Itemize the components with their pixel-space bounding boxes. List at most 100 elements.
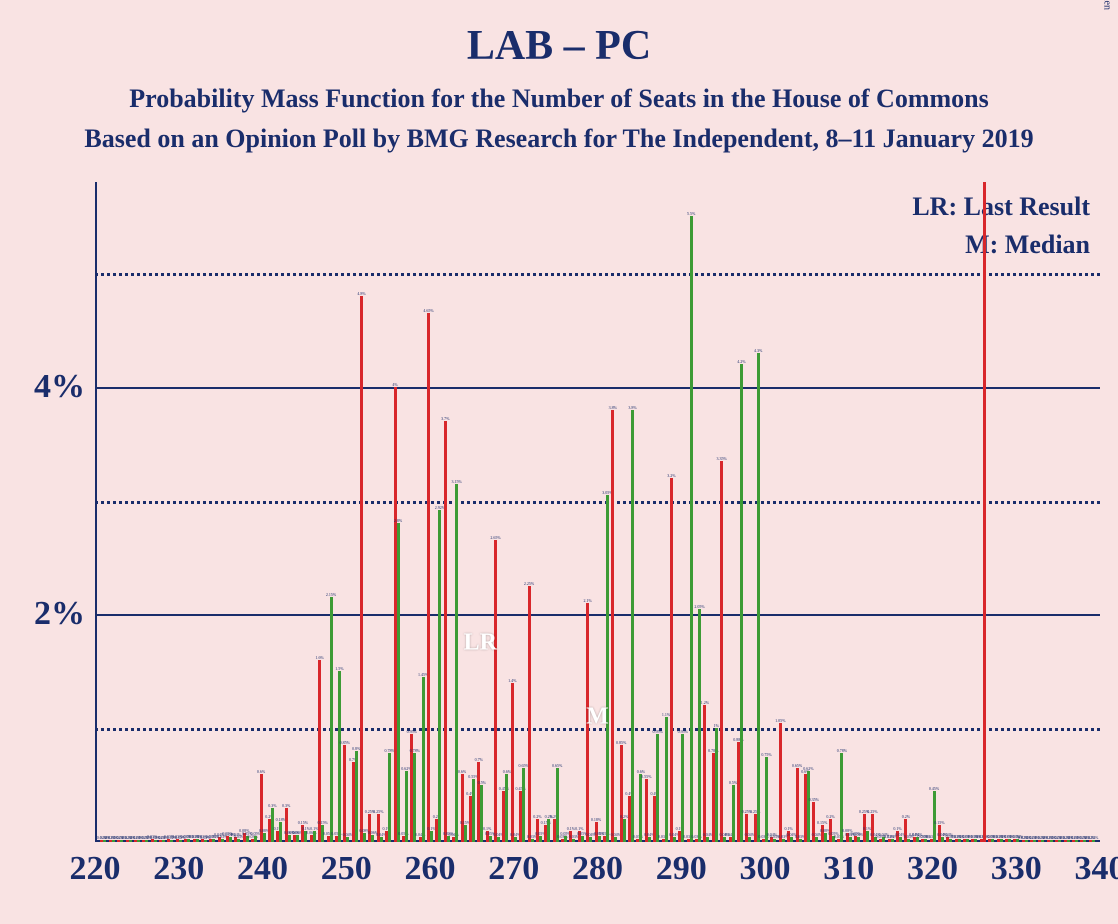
x-tick-label: 220 xyxy=(70,850,121,888)
bar-value-label: 1.5% xyxy=(335,666,343,671)
bars-container: 0.02% 0.02% 0.02% 0.02% 0.02% 0.02% 0.02% 0.02%… xyxy=(95,182,1100,842)
median-marker-line xyxy=(983,182,986,842)
bar-red: 0.65% xyxy=(796,768,799,842)
bar-green: 0.03% xyxy=(221,839,224,842)
bar-red: 4.8% xyxy=(360,296,363,842)
bar-green: 0.02% xyxy=(1067,840,1070,842)
bar-red: 3.7% xyxy=(444,421,447,842)
x-tick-label: 340 xyxy=(1075,850,1118,888)
bar-green: 0.02% xyxy=(204,840,207,842)
bar-green: 0.2% xyxy=(547,819,550,842)
bar-red: 4.65% xyxy=(427,313,430,842)
x-tick-label: 320 xyxy=(907,850,958,888)
bar-value-label: 0.25% xyxy=(867,809,877,814)
bar-green: 0.62% xyxy=(405,771,408,842)
bar-value-label: 2.1% xyxy=(583,598,591,603)
bar-value-label: 0.65% xyxy=(792,763,802,768)
bar-green: 0.05% xyxy=(489,836,492,842)
bar-value-label: 3.7% xyxy=(441,416,449,421)
bar-red: 2.25% xyxy=(528,586,531,842)
bar-green: 0.8% xyxy=(355,751,358,842)
bar-green: 0.05% xyxy=(539,836,542,842)
x-tick-label: 310 xyxy=(823,850,874,888)
bar-value-label: 2.8% xyxy=(394,518,402,523)
bar-green: 1.5% xyxy=(338,671,341,842)
bar-green: 0.02% xyxy=(1075,840,1078,842)
bar-green: 0.02% xyxy=(179,840,182,842)
bar-green: 0.02% xyxy=(145,840,148,842)
bar-value-label: 0.95% xyxy=(407,729,417,734)
bar-green: 0.04% xyxy=(723,837,726,842)
bar-value-label: 4.2% xyxy=(737,359,745,364)
bar-red: 3.2% xyxy=(670,478,673,842)
bar-value-label: 0.6% xyxy=(637,769,645,774)
bar-green: 1% xyxy=(715,728,718,842)
bar-value-label: 3.35% xyxy=(716,456,726,461)
x-tick-label: 260 xyxy=(405,850,456,888)
x-tick-label: 250 xyxy=(321,850,372,888)
bar-value-label: 0.1% xyxy=(567,826,575,831)
bar-value-label: 1.4% xyxy=(508,678,516,683)
bar-value-label: 5.5% xyxy=(687,211,695,216)
bar-green: 0.03% xyxy=(891,839,894,842)
bar-green: 0.04% xyxy=(346,837,349,842)
bar-green: 0.04% xyxy=(514,837,517,842)
x-tick-label: 280 xyxy=(572,850,623,888)
bar-green: 0.02% xyxy=(1033,840,1036,842)
bar-green: 0.05% xyxy=(598,836,601,842)
bar-value-label: 0.7% xyxy=(475,757,483,762)
bar-green: 4.2% xyxy=(740,364,743,842)
bar-green: 0.45% xyxy=(933,791,936,842)
bar-green: 0.04% xyxy=(748,837,751,842)
bar-red: 1.4% xyxy=(511,683,514,842)
bar-value-label: 3.8% xyxy=(628,405,636,410)
bar-value-label: 0.78% xyxy=(837,748,847,753)
bar-red: 2.65% xyxy=(494,540,497,842)
bar-green: 0.1% xyxy=(313,831,316,842)
bar-green: 0.04% xyxy=(790,837,793,842)
bar-green: 0.02% xyxy=(1025,840,1028,842)
bar-green: 0.06% xyxy=(288,835,291,842)
bar-value-label: 0.2% xyxy=(826,814,834,819)
bar-value-label: 2.25% xyxy=(524,581,534,586)
bar-green: 0.08% xyxy=(263,833,266,842)
bar-green: 0.02% xyxy=(137,840,140,842)
bar-green: 0.04% xyxy=(857,837,860,842)
bar-green: 0.6% xyxy=(505,774,508,842)
bar-value-label: 1.2% xyxy=(701,700,709,705)
bar-value-label: 2.65% xyxy=(490,535,500,540)
bar-green: 1.1% xyxy=(665,717,668,842)
bar-value-label: 0.95% xyxy=(678,729,688,734)
bar-value-label: 4.3% xyxy=(754,348,762,353)
bar-value-label: 0.15% xyxy=(934,820,944,825)
bar-green: 0.02% xyxy=(120,840,123,842)
bar-value-label: 0.1% xyxy=(483,826,491,831)
bar-value-label: 0.2% xyxy=(902,814,910,819)
bar-red: 3.35% xyxy=(720,461,723,842)
bar-value-label: 0.18% xyxy=(591,817,601,822)
y-tick-label: 4% xyxy=(34,368,85,406)
bar-green: 0.78% xyxy=(388,753,391,842)
bar-value-label: 0.15% xyxy=(817,820,827,825)
bar-green: 3.05% xyxy=(606,495,609,842)
bar-red: 0.85% xyxy=(343,745,346,842)
bar-green: 0.03% xyxy=(991,839,994,842)
bar-green: 0.62% xyxy=(807,771,810,842)
x-tick-label: 240 xyxy=(237,850,288,888)
bar-green: 0.03% xyxy=(187,839,190,842)
bar-value-label: 0.3% xyxy=(282,803,290,808)
x-tick-label: 270 xyxy=(488,850,539,888)
x-tick-label: 230 xyxy=(153,850,204,888)
bar-value-label: 0.1% xyxy=(784,826,792,831)
bar-green: 0.1% xyxy=(866,831,869,842)
bar-value-label: 2.15% xyxy=(326,592,336,597)
bar-green: 0.04% xyxy=(941,837,944,842)
bar-red: 1.6% xyxy=(318,660,321,842)
bar-red: 1.05% xyxy=(779,723,782,842)
bar-green: 2.8% xyxy=(397,523,400,842)
bar-value-label: 4.65% xyxy=(423,308,433,313)
bar-value-label: 1.05% xyxy=(775,718,785,723)
bar-value-label: 0.62% xyxy=(803,766,813,771)
bar-green: 0.02% xyxy=(1050,840,1053,842)
bar-green: 0.03% xyxy=(907,839,910,842)
